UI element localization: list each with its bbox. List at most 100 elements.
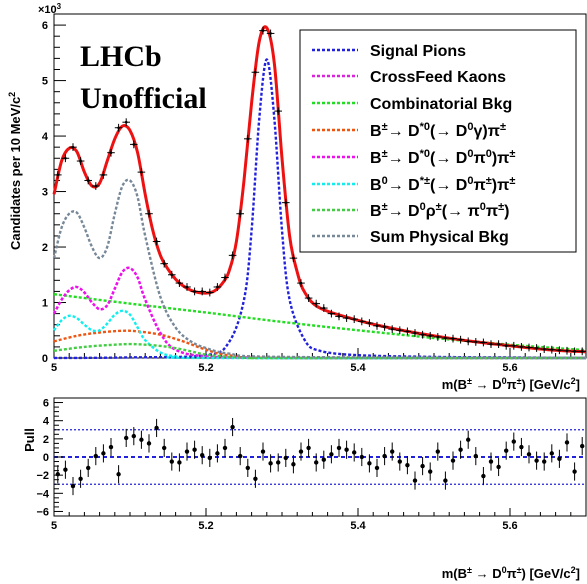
data-point <box>99 171 108 179</box>
x-axis-label: m(B± → D0π±) [GeV/c2] <box>442 376 580 392</box>
pull-point <box>276 453 281 472</box>
pull-point <box>412 471 418 490</box>
pull-point <box>511 432 516 451</box>
data-point <box>183 283 191 291</box>
data-point <box>555 346 564 355</box>
data-point <box>327 309 336 318</box>
data-point <box>152 237 161 246</box>
data-point <box>396 326 404 335</box>
pull-point <box>162 438 167 457</box>
data-point <box>510 341 518 350</box>
pull-y-tick-label: −2 <box>36 470 49 482</box>
pull-point <box>78 469 83 488</box>
data-point <box>114 123 123 132</box>
data-point <box>358 317 366 326</box>
pull-point <box>86 458 91 477</box>
data-point <box>365 319 374 327</box>
data-point <box>76 157 85 165</box>
pull-point <box>70 476 76 496</box>
svg-text:B±→ D*0(→ D0γ)π±: B±→ D*0(→ D0γ)π± <box>370 121 506 140</box>
data-point <box>320 304 328 312</box>
data-points <box>54 26 586 356</box>
pull-point <box>580 437 585 456</box>
data-point <box>548 345 556 354</box>
pull-y-tick-label: 4 <box>43 416 50 428</box>
pull-point <box>230 417 235 437</box>
pull-point <box>260 442 266 461</box>
data-point <box>130 140 138 149</box>
pull-point <box>534 451 539 470</box>
pull-x-tick-label: 5.4 <box>350 520 366 532</box>
data-point <box>570 347 579 356</box>
svg-text:B±→ D0ρ±(→ π0π±): B±→ D0ρ±(→ π0π±) <box>370 201 509 220</box>
data-point <box>388 325 396 334</box>
pull-point <box>169 452 174 471</box>
fit-components <box>52 25 587 360</box>
data-point <box>266 29 275 38</box>
combinatorial-bkg-curve <box>53 293 587 352</box>
legend-entry-dstarpm: B0→ D*±(→ D0π±)π± <box>312 175 515 194</box>
pull-point <box>352 443 357 462</box>
data-point <box>84 176 92 185</box>
pull-point <box>473 447 478 466</box>
pull-x-tick-label: 5.6 <box>502 520 517 532</box>
x-tick-label: 5.2 <box>198 362 213 374</box>
y-axis-label: Candidates per 10 MeV/c2 <box>7 92 23 250</box>
pull-point <box>466 430 471 449</box>
data-point <box>236 209 244 218</box>
data-point <box>342 314 351 322</box>
data-point <box>206 288 214 297</box>
pull-point <box>572 462 577 481</box>
pull-y-tick-label: −4 <box>36 488 49 500</box>
legend-entry-signal-pions: Signal Pions <box>312 43 466 60</box>
y-tick-label: 0 <box>42 353 48 365</box>
pull-point <box>200 446 205 465</box>
pull-point <box>192 440 197 459</box>
pull-point <box>496 457 501 477</box>
y-tick-label: 2 <box>42 242 48 254</box>
unofficial-label: Unofficial <box>80 82 207 115</box>
pull-point <box>390 442 395 461</box>
pull-point <box>481 466 486 486</box>
pull-point <box>238 447 243 466</box>
pull-point <box>268 454 273 473</box>
pull-point <box>564 433 570 452</box>
pull-point <box>131 427 136 446</box>
pull-point <box>146 434 152 453</box>
legend: Signal Pions CrossFeed Kaons Combinatori… <box>299 29 577 253</box>
pull-point <box>154 418 159 438</box>
pull-point <box>526 445 532 464</box>
data-point <box>411 329 419 337</box>
pull-point <box>329 445 334 464</box>
y-exponent-label: ×103 <box>38 2 62 16</box>
pull-point <box>382 447 387 466</box>
y-tick-label: 1 <box>42 298 48 310</box>
pull-x-tick-label: 5.2 <box>198 520 213 532</box>
y-tick-label: 4 <box>42 131 49 143</box>
legend-entry-combinatorial-bkg: Combinatorial Bkg <box>312 96 512 113</box>
data-point <box>426 331 434 340</box>
pull-point <box>549 444 554 463</box>
data-point <box>441 334 450 342</box>
data-point <box>403 327 412 336</box>
background-component-curve-6 <box>53 342 586 360</box>
pull-point <box>253 469 258 488</box>
pull-point <box>245 458 250 477</box>
data-point <box>107 148 115 157</box>
background-component-curve-5 <box>53 309 587 360</box>
data-point <box>525 343 533 352</box>
pull-point <box>519 437 524 457</box>
data-point <box>122 118 130 127</box>
pull-point <box>405 456 410 475</box>
pull-point <box>177 453 182 472</box>
pull-reference-lines <box>54 429 586 485</box>
data-point <box>494 340 503 349</box>
x-tick-label: 5 <box>51 362 57 374</box>
data-point <box>502 341 510 350</box>
pull-point <box>139 430 144 449</box>
pull-point <box>504 441 509 460</box>
data-point <box>289 254 298 263</box>
data-point <box>312 299 320 308</box>
legend-entry-dstar0-gamma: B±→ D*0(→ D0γ)π± <box>312 121 506 140</box>
